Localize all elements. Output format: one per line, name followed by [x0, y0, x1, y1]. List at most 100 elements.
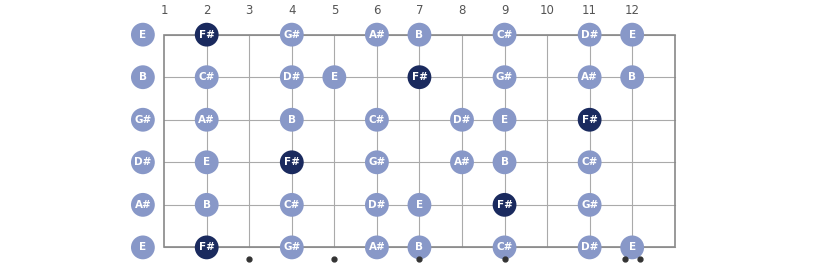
Text: C#: C#: [368, 115, 385, 125]
Circle shape: [280, 150, 304, 174]
Text: D#: D#: [283, 72, 301, 82]
Text: 3: 3: [246, 4, 253, 17]
Text: E: E: [629, 30, 636, 40]
Circle shape: [620, 235, 644, 259]
Circle shape: [365, 150, 389, 174]
Circle shape: [365, 23, 389, 46]
Text: F#: F#: [582, 115, 597, 125]
Text: F#: F#: [199, 30, 214, 40]
Text: B: B: [139, 72, 147, 82]
Circle shape: [280, 23, 304, 46]
Text: 1: 1: [161, 4, 168, 17]
Text: 5: 5: [330, 4, 338, 17]
Text: G#: G#: [496, 72, 513, 82]
Circle shape: [578, 193, 602, 217]
Circle shape: [578, 23, 602, 46]
Text: B: B: [415, 242, 424, 252]
Circle shape: [578, 235, 602, 259]
Text: D#: D#: [581, 30, 598, 40]
Text: A#: A#: [581, 72, 598, 82]
Circle shape: [408, 235, 431, 259]
Circle shape: [578, 150, 602, 174]
Circle shape: [493, 235, 517, 259]
Text: E: E: [139, 30, 147, 40]
Circle shape: [194, 65, 218, 89]
Text: 6: 6: [373, 4, 381, 17]
Circle shape: [131, 150, 155, 174]
Text: 9: 9: [501, 4, 508, 17]
Text: 11: 11: [582, 4, 597, 17]
Text: F#: F#: [199, 242, 214, 252]
Circle shape: [450, 108, 474, 132]
Circle shape: [131, 23, 155, 46]
Text: D#: D#: [368, 200, 386, 210]
Circle shape: [450, 150, 474, 174]
Text: C#: C#: [496, 242, 513, 252]
Circle shape: [280, 235, 304, 259]
Text: G#: G#: [134, 115, 152, 125]
Circle shape: [365, 235, 389, 259]
Text: E: E: [501, 115, 508, 125]
Circle shape: [194, 235, 218, 259]
Circle shape: [194, 108, 218, 132]
Text: E: E: [204, 157, 210, 167]
Text: 10: 10: [540, 4, 555, 17]
Text: 7: 7: [415, 4, 424, 17]
Circle shape: [620, 23, 644, 46]
Circle shape: [131, 108, 155, 132]
Circle shape: [493, 150, 517, 174]
Circle shape: [194, 150, 218, 174]
Text: E: E: [629, 242, 636, 252]
Circle shape: [131, 193, 155, 217]
Circle shape: [578, 108, 602, 132]
Text: 12: 12: [625, 4, 639, 17]
Circle shape: [131, 65, 155, 89]
Text: A#: A#: [199, 115, 215, 125]
Circle shape: [620, 65, 644, 89]
Circle shape: [493, 65, 517, 89]
Text: B: B: [203, 200, 211, 210]
Text: D#: D#: [581, 242, 598, 252]
Circle shape: [408, 65, 431, 89]
Text: E: E: [139, 242, 147, 252]
Text: A#: A#: [134, 200, 152, 210]
Text: G#: G#: [283, 30, 301, 40]
Text: G#: G#: [581, 200, 598, 210]
Circle shape: [280, 193, 304, 217]
Text: E: E: [416, 200, 423, 210]
Text: 2: 2: [203, 4, 210, 17]
Circle shape: [578, 65, 602, 89]
Text: G#: G#: [368, 157, 386, 167]
Circle shape: [493, 23, 517, 46]
Circle shape: [408, 23, 431, 46]
Text: B: B: [500, 157, 508, 167]
Text: E: E: [330, 72, 338, 82]
Text: A#: A#: [368, 242, 386, 252]
Circle shape: [280, 65, 304, 89]
Text: B: B: [628, 72, 636, 82]
Circle shape: [493, 108, 517, 132]
Text: 8: 8: [458, 4, 466, 17]
Text: C#: C#: [496, 30, 513, 40]
Text: C#: C#: [582, 157, 598, 167]
Text: B: B: [415, 30, 424, 40]
Circle shape: [365, 193, 389, 217]
Circle shape: [408, 193, 431, 217]
Text: F#: F#: [497, 200, 513, 210]
Circle shape: [194, 193, 218, 217]
Circle shape: [322, 65, 346, 89]
Text: B: B: [288, 115, 296, 125]
Text: F#: F#: [411, 72, 428, 82]
Circle shape: [493, 193, 517, 217]
Text: A#: A#: [454, 157, 471, 167]
Circle shape: [131, 235, 155, 259]
Text: A#: A#: [368, 30, 386, 40]
Circle shape: [280, 108, 304, 132]
Text: D#: D#: [134, 157, 152, 167]
Text: C#: C#: [199, 72, 215, 82]
Text: G#: G#: [283, 242, 301, 252]
Circle shape: [194, 23, 218, 46]
Text: F#: F#: [283, 157, 300, 167]
Text: C#: C#: [283, 200, 300, 210]
Text: D#: D#: [453, 115, 471, 125]
